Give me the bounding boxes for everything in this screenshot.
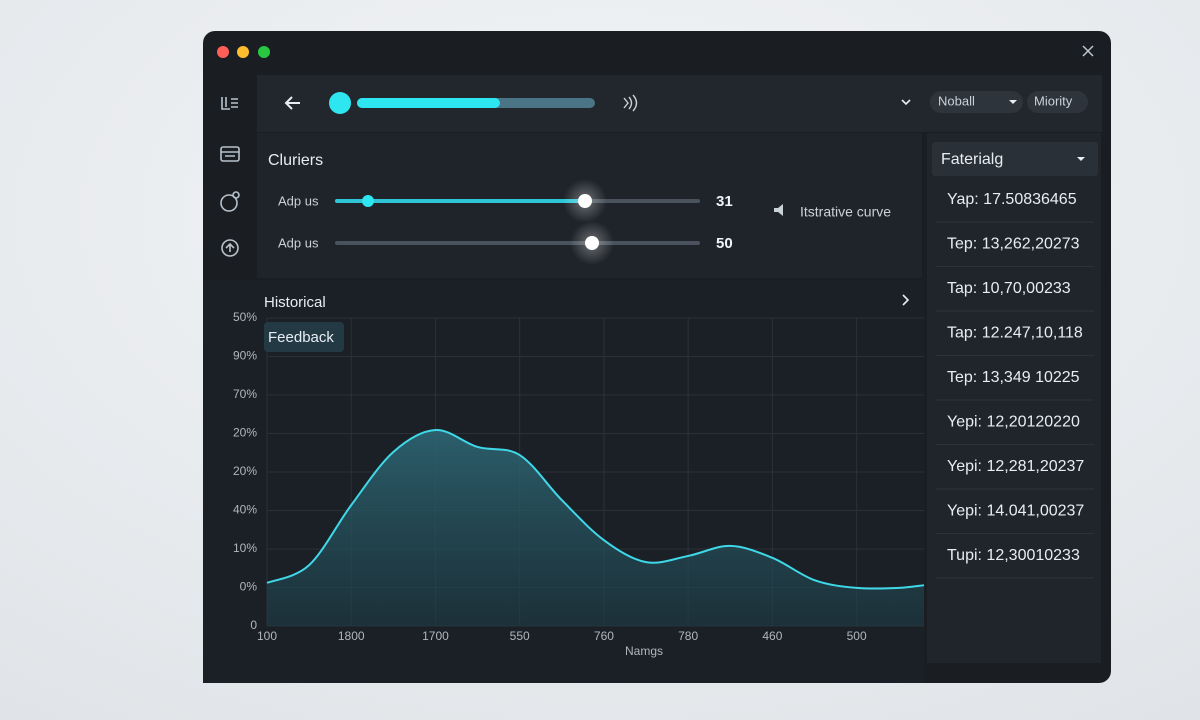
button[interactable] bbox=[1027, 91, 1088, 113]
y-tick-label: 50% bbox=[233, 310, 257, 324]
chart-annotation: Feedback bbox=[268, 329, 334, 346]
x-tick-label: 100 bbox=[257, 629, 277, 643]
list-item: Yepi: 14.041,00237 bbox=[947, 503, 1084, 520]
slider-knob[interactable] bbox=[578, 194, 592, 208]
legend-icon bbox=[774, 204, 783, 216]
x-tick-label: 460 bbox=[762, 629, 782, 643]
y-tick-label: 20% bbox=[233, 464, 257, 478]
progress-knob[interactable] bbox=[329, 92, 351, 114]
dropdown-arrow bbox=[1009, 100, 1017, 104]
list-header-arrow bbox=[1077, 157, 1085, 161]
x-tick-label: 760 bbox=[594, 629, 614, 643]
y-tick-label: 20% bbox=[233, 426, 257, 440]
line bbox=[266, 429, 925, 590]
list-item: Yepi: 12,281,20237 bbox=[947, 458, 1084, 475]
area bbox=[267, 429, 924, 626]
y-tick-label: 90% bbox=[233, 349, 257, 363]
progress-fill bbox=[357, 98, 500, 108]
chart: 0 0% 10% 40% 20% 20% 70% 90% 50% 100 1800 1700 550 76… bbox=[233, 310, 925, 643]
y-tick-label: 0 bbox=[250, 618, 257, 632]
sidebar bbox=[220, 97, 240, 257]
legend-label: Itstrative curve bbox=[800, 204, 891, 220]
list-header[interactable] bbox=[932, 142, 1098, 176]
list-item: Tupi: 12,30010233 bbox=[947, 547, 1080, 564]
button-label: Miority bbox=[1034, 93, 1073, 108]
close-dot[interactable] bbox=[217, 46, 229, 58]
slider-label: Adp us bbox=[278, 193, 319, 208]
nav-icon-detail bbox=[225, 242, 235, 252]
audio-icon[interactable] bbox=[623, 94, 638, 112]
nav-icon[interactable] bbox=[221, 239, 239, 257]
x-axis-label: Namgs bbox=[625, 644, 663, 658]
x-tick-label: 1700 bbox=[422, 629, 449, 643]
dropdown-label: Noball bbox=[938, 93, 975, 108]
slider-value: 50 bbox=[716, 235, 733, 252]
list-item: Tep: 13,349 10225 bbox=[947, 369, 1080, 386]
nav-icon[interactable] bbox=[220, 146, 240, 162]
annotation-box bbox=[264, 322, 344, 352]
slider-track bbox=[335, 241, 700, 245]
chart-title: Historical bbox=[264, 294, 326, 311]
x-tick-label: 500 bbox=[847, 629, 867, 643]
dropdown-chevron[interactable] bbox=[901, 99, 911, 106]
y-tick-label: 10% bbox=[233, 541, 257, 555]
y-tick-label: 0% bbox=[240, 580, 258, 594]
dropdown[interactable] bbox=[930, 91, 1023, 113]
maximize-dot[interactable] bbox=[258, 46, 270, 58]
nav-icon[interactable] bbox=[220, 194, 238, 212]
list-item: Yap: 17.50836465 bbox=[947, 191, 1077, 208]
x-tick-label: 1800 bbox=[338, 629, 365, 643]
y-tick-label: 70% bbox=[233, 387, 257, 401]
panel-title: Cluriers bbox=[268, 152, 323, 169]
list-item: Tap: 10,70,00233 bbox=[947, 280, 1071, 297]
list-header-label: Faterialg bbox=[941, 151, 1003, 168]
nav-icon-detail bbox=[221, 151, 239, 157]
minimize-dot[interactable] bbox=[237, 46, 249, 58]
x-tick-label: 780 bbox=[678, 629, 698, 643]
nav-icon[interactable] bbox=[221, 97, 238, 110]
back-button[interactable] bbox=[284, 96, 300, 110]
list-item: Yepi: 12,20120220 bbox=[947, 414, 1080, 431]
close-button[interactable] bbox=[1082, 45, 1094, 57]
list-panel bbox=[927, 133, 1101, 663]
chart-expand[interactable] bbox=[902, 294, 910, 306]
list: Yap: 17.50836465 Tep: 13,262,20273 Tap: 10… bbox=[936, 191, 1094, 579]
nav-icon-detail bbox=[232, 191, 240, 199]
list-item: Tap: 12.247,10,118 bbox=[947, 325, 1083, 342]
y-tick-label: 40% bbox=[233, 503, 257, 517]
slider-label: Adp us bbox=[278, 235, 319, 250]
slider-fill bbox=[335, 199, 585, 203]
slider-knob[interactable] bbox=[362, 195, 374, 207]
slider-knob[interactable] bbox=[585, 236, 599, 250]
x-tick-label: 550 bbox=[510, 629, 530, 643]
slider-value: 31 bbox=[716, 193, 733, 210]
list-item: Tep: 13,262,20273 bbox=[947, 236, 1080, 253]
